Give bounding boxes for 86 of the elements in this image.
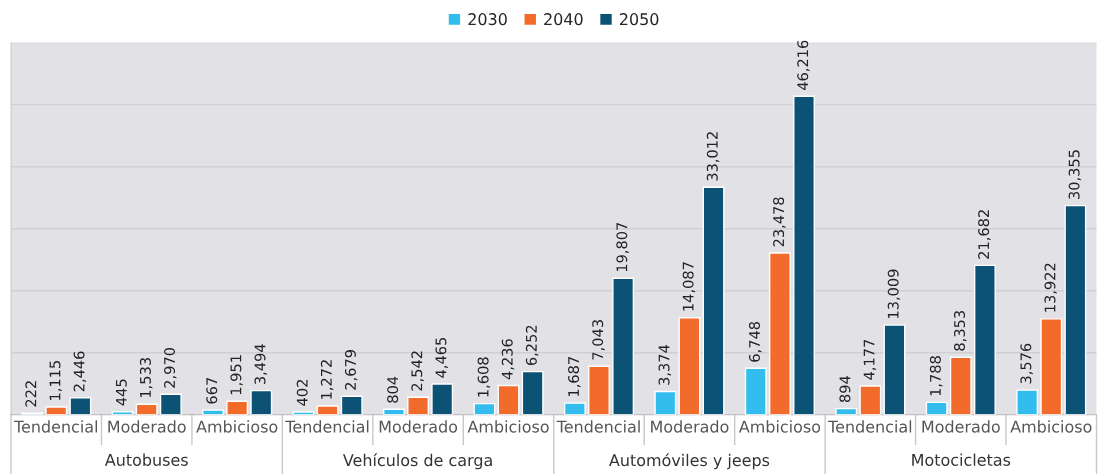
bar — [768, 252, 791, 415]
x-tick-label: Tendencial — [285, 420, 369, 433]
x-tick-label: Moderado — [922, 420, 1000, 433]
bar — [159, 393, 182, 415]
bar — [135, 403, 158, 415]
bar — [744, 367, 767, 415]
bar — [859, 385, 882, 415]
bar — [497, 384, 520, 415]
bar — [431, 383, 454, 415]
bar — [226, 400, 249, 415]
data-label: 1,533 — [139, 358, 153, 398]
data-label: 1,272 — [320, 360, 334, 399]
data-label: 2,970 — [164, 347, 177, 388]
data-label: 3,576 — [1020, 343, 1033, 384]
bar — [973, 264, 996, 415]
bar — [316, 405, 339, 415]
data-label: 21,682 — [978, 210, 991, 259]
data-label: 2,679 — [344, 350, 358, 390]
x-tick-label: Moderado — [108, 420, 186, 433]
data-label: 667 — [206, 378, 218, 404]
bar — [654, 390, 677, 415]
text: Automóviles y jeeps — [609, 453, 770, 470]
data-label: 6,748 — [748, 321, 762, 362]
bar — [1064, 204, 1087, 415]
legend-label: 2040 — [544, 13, 583, 26]
bar — [588, 365, 610, 415]
data-label: 1,115 — [49, 361, 62, 400]
data-label: 1,951 — [230, 355, 243, 395]
bar — [678, 316, 701, 415]
x-tick-label: Tendencial — [13, 420, 98, 433]
data-label: 13,009 — [887, 269, 901, 318]
data-label: 2,446 — [73, 351, 87, 392]
text: Autobuses — [104, 453, 188, 466]
data-label: 7,043 — [592, 320, 605, 360]
bar — [69, 397, 92, 415]
data-label: 4,465 — [435, 337, 448, 378]
text: Vehículos de carga — [342, 453, 492, 470]
data-label: 19,807 — [616, 222, 629, 272]
data-label: 8,353 — [954, 311, 967, 351]
x-tick-label: Ambicioso — [738, 420, 821, 433]
bar — [407, 396, 430, 415]
bar — [883, 324, 906, 415]
bar — [949, 356, 972, 415]
bar — [45, 406, 68, 415]
data-label: 14,087 — [682, 262, 696, 311]
data-label: 1,687 — [568, 357, 581, 396]
text: Motocicletas — [912, 453, 1011, 466]
x-tick-label: Tendencial — [556, 420, 640, 433]
bar — [202, 409, 224, 415]
bar — [612, 277, 635, 415]
data-label: 222 — [25, 381, 37, 407]
data-label: 13,922 — [1044, 263, 1057, 312]
data-label: 894 — [839, 376, 851, 403]
data-label: 23,478 — [773, 197, 786, 247]
legend-label: 2050 — [619, 13, 659, 26]
bar — [1016, 389, 1039, 415]
x-tick-label: Moderado — [379, 420, 458, 433]
bar — [521, 370, 544, 415]
legend-label: 2030 — [468, 13, 507, 26]
data-label: 30,355 — [1068, 150, 1082, 199]
bar — [925, 401, 948, 415]
data-label: 445 — [115, 379, 127, 406]
data-label: 402 — [296, 380, 308, 406]
data-label: 1,788 — [929, 356, 943, 396]
data-label: 1,608 — [477, 357, 491, 397]
data-label: 4,236 — [501, 339, 515, 380]
data-label: 4,177 — [863, 339, 877, 380]
data-label: 3,374 — [658, 345, 672, 385]
data-label: 804 — [387, 376, 399, 403]
bar — [793, 95, 815, 415]
bar — [1040, 318, 1063, 415]
x-tick-label: Ambicioso — [467, 420, 549, 433]
x-tick-label: Ambicioso — [196, 420, 278, 433]
bar — [340, 395, 363, 415]
x-tick-label: Ambicioso — [1010, 420, 1092, 433]
x-tick-label: Tendencial — [828, 420, 912, 433]
x-tick-label: Moderado — [651, 420, 729, 433]
bar — [250, 389, 273, 415]
data-label: 6,252 — [525, 325, 539, 366]
bar — [563, 402, 586, 415]
bar — [473, 402, 496, 415]
data-label: 33,012 — [706, 132, 720, 181]
data-label: 2,542 — [411, 351, 424, 391]
data-label: 3,494 — [254, 344, 267, 385]
bar — [702, 186, 725, 415]
data-label: 46,216 — [797, 40, 810, 91]
